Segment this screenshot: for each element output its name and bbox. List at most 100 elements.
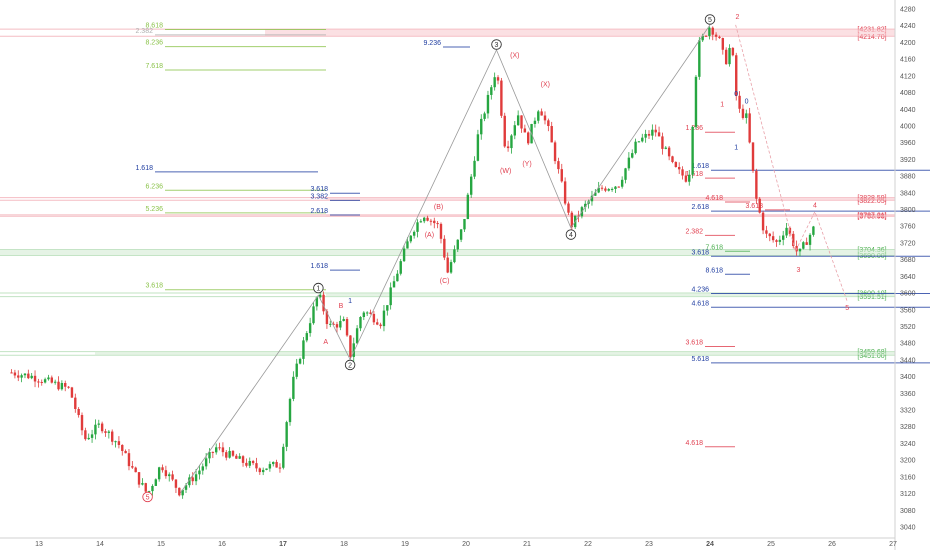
candle-body bbox=[17, 375, 20, 378]
candle-body bbox=[275, 461, 278, 468]
fib-level-label: 1.618 bbox=[135, 165, 153, 172]
candle-body bbox=[43, 379, 47, 383]
candle-body bbox=[396, 273, 399, 282]
candle-body bbox=[433, 220, 436, 224]
candle-body bbox=[624, 168, 627, 180]
candle-body bbox=[731, 47, 735, 56]
candle-body bbox=[751, 142, 755, 171]
candle-body bbox=[141, 483, 144, 485]
y-tick-label: 3400 bbox=[900, 374, 916, 381]
wave-label: B bbox=[339, 303, 344, 310]
y-tick-label: 4120 bbox=[900, 73, 916, 80]
candle-body bbox=[557, 161, 560, 170]
x-tick-label: 25 bbox=[767, 541, 775, 548]
candle-body bbox=[466, 194, 470, 220]
candle-body bbox=[389, 287, 392, 306]
candle-body bbox=[671, 156, 674, 163]
candle-body bbox=[755, 170, 758, 199]
candle-body bbox=[691, 126, 694, 175]
candle-body bbox=[402, 248, 406, 262]
candle-body bbox=[661, 136, 664, 149]
wave-label: 4 bbox=[569, 232, 573, 239]
candle-body bbox=[298, 358, 302, 364]
candle-body bbox=[124, 450, 127, 454]
y-tick-label: 3440 bbox=[900, 357, 916, 364]
candle-body bbox=[436, 223, 439, 225]
y-tick-label: 3120 bbox=[900, 491, 916, 498]
wave-label-layer: 1 2 3 4 5 5 A B (A) (B) (C) (X) (W) (Y) (X) 2 1 4 3 5 1 00 1 bbox=[142, 14, 849, 503]
wave-label: 3 bbox=[495, 42, 499, 49]
candle-body bbox=[50, 377, 54, 383]
wave-label: 3 bbox=[796, 267, 800, 274]
candle-body bbox=[748, 113, 751, 143]
wave-label: (X) bbox=[541, 81, 550, 88]
fib-level-label: 1.618 bbox=[685, 171, 703, 178]
candle-body bbox=[248, 460, 251, 466]
wave-label: 2 bbox=[348, 362, 352, 369]
candle-body bbox=[560, 169, 563, 182]
candle-body bbox=[778, 239, 782, 242]
candle-body bbox=[168, 474, 171, 477]
candle-body bbox=[708, 27, 711, 36]
y-tick-label: 4160 bbox=[900, 57, 916, 64]
candle-body bbox=[426, 217, 429, 221]
y-tick-label: 3920 bbox=[900, 157, 916, 164]
candle-body bbox=[77, 409, 80, 416]
candle-body bbox=[137, 472, 141, 485]
candle-body bbox=[70, 387, 74, 398]
wave-label: A bbox=[323, 339, 328, 346]
x-tick-label: 14 bbox=[96, 541, 104, 548]
candle-body bbox=[178, 487, 181, 496]
x-tick-label: 18 bbox=[340, 541, 348, 548]
candle-body bbox=[10, 372, 13, 374]
price-level-label: [4214.70] bbox=[857, 34, 886, 41]
candle-body bbox=[758, 198, 761, 213]
candle-body bbox=[453, 249, 456, 263]
y-tick-label: 3720 bbox=[900, 240, 916, 247]
fib-level-label: 5.618 bbox=[691, 356, 709, 363]
candle-body bbox=[788, 227, 792, 234]
candle-body bbox=[225, 452, 228, 458]
candle-body bbox=[114, 441, 117, 443]
candle-body bbox=[567, 203, 570, 213]
candle-body bbox=[228, 450, 231, 458]
candle-body bbox=[523, 128, 527, 133]
candle-body bbox=[550, 126, 553, 143]
candle-body bbox=[607, 189, 610, 191]
y-tick-label: 3480 bbox=[900, 341, 916, 348]
candle-body bbox=[600, 187, 604, 189]
y-tick-label: 3960 bbox=[900, 140, 916, 147]
y-tick-label: 4240 bbox=[900, 23, 916, 30]
candle-body bbox=[392, 281, 396, 288]
candle-body bbox=[449, 262, 453, 273]
fib-level-label: 3.618 bbox=[685, 340, 703, 347]
wave-label: 5 bbox=[708, 17, 712, 24]
x-tick-label: 20 bbox=[462, 541, 470, 548]
candle-body bbox=[604, 188, 607, 191]
candle-body bbox=[684, 175, 688, 182]
x-tick-label: 22 bbox=[584, 541, 592, 548]
x-tick-label: 27 bbox=[889, 541, 897, 548]
candle-body bbox=[188, 477, 191, 486]
candle-body bbox=[312, 306, 315, 324]
wave-path-layer bbox=[180, 24, 848, 493]
candle-body bbox=[23, 373, 27, 376]
candle-body bbox=[409, 235, 412, 242]
x-tick-label: 24 bbox=[706, 541, 714, 548]
price-box-layer: [4231.82][4214.70][3828.59][3822.05][378… bbox=[0, 27, 895, 360]
candle-body bbox=[365, 312, 369, 314]
candle-body bbox=[412, 231, 416, 236]
candle-body bbox=[251, 460, 255, 464]
price-band bbox=[326, 293, 895, 297]
candle-body bbox=[255, 463, 258, 469]
candle-body bbox=[476, 134, 480, 161]
candle-body bbox=[641, 137, 644, 142]
wave-label: 1 bbox=[720, 101, 724, 108]
candle-body bbox=[493, 77, 496, 88]
fib-level-label: 6.236 bbox=[145, 183, 163, 190]
candle-body bbox=[446, 257, 449, 273]
candle-body bbox=[238, 456, 241, 459]
fib-level-label: 9.236 bbox=[423, 40, 441, 47]
wave-label-circle bbox=[704, 14, 716, 25]
